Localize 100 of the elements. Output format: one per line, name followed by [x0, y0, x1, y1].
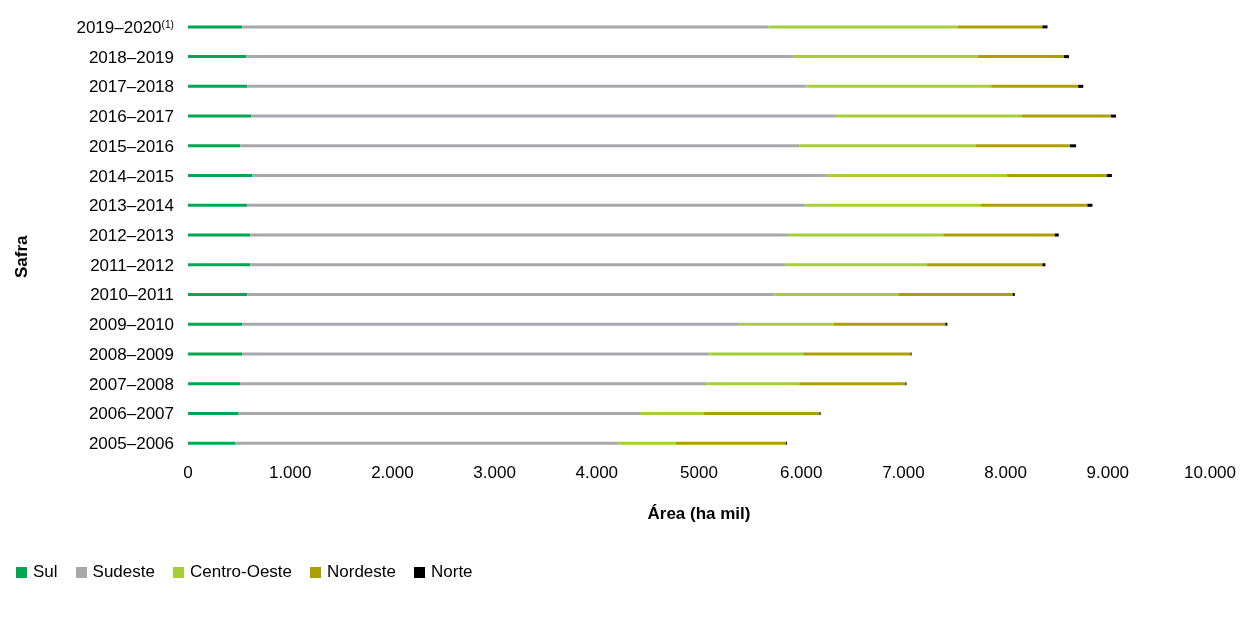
bar — [188, 411, 239, 415]
x-tick-label: 1.000 — [268, 463, 312, 483]
y-tick-label: 2005–2006 — [88, 434, 174, 454]
bar — [188, 25, 243, 29]
bar — [1106, 174, 1112, 178]
bar — [250, 233, 788, 237]
y-tick-label: 2013–2014 — [88, 196, 174, 216]
x-tick-label: 6.000 — [779, 463, 823, 483]
bar — [235, 441, 619, 445]
bar — [247, 84, 807, 88]
bar — [1087, 203, 1093, 207]
x-tick-label: 2.000 — [371, 463, 414, 483]
bar — [247, 203, 806, 207]
bar — [188, 233, 251, 237]
x-tick-label: 0 — [183, 463, 193, 483]
bar — [240, 382, 707, 386]
bar — [1078, 84, 1084, 88]
bar — [774, 292, 899, 296]
legend-label: Centro-Oeste — [188, 562, 293, 582]
bar — [188, 352, 243, 356]
legend-label: Norte — [430, 562, 473, 582]
bar — [806, 84, 992, 88]
bar — [618, 441, 676, 445]
bar — [188, 84, 248, 88]
y-axis-title: Safra — [12, 235, 31, 278]
x-tick-label: 5000 — [680, 463, 718, 483]
y-tick-label: 2008–2009 — [88, 344, 174, 364]
y-tick-label: 2011–2012 — [90, 255, 174, 275]
y-tick-label: 2015–2016 — [88, 136, 174, 156]
bar — [943, 233, 1055, 237]
x-tick-label: 8.000 — [984, 463, 1027, 483]
bar — [188, 382, 241, 386]
bar — [978, 55, 1064, 59]
bar — [799, 144, 976, 148]
bar — [833, 322, 946, 326]
bar — [1063, 55, 1069, 59]
bar — [805, 203, 982, 207]
y-tick-label: 2007–2008 — [88, 374, 174, 394]
bar — [252, 174, 827, 178]
bar — [835, 114, 1022, 118]
y-tick-label: 2012–2013 — [88, 226, 174, 245]
bar — [926, 263, 1043, 267]
bar — [246, 55, 795, 59]
bar — [242, 322, 738, 326]
x-tick-label: 3.000 — [473, 463, 516, 483]
bar — [981, 203, 1088, 207]
x-tick-label: 7.000 — [882, 463, 925, 483]
bar — [1054, 233, 1059, 237]
bar — [1021, 114, 1111, 118]
x-axis-title: Área (ha mil) — [646, 504, 752, 524]
bar — [1042, 263, 1046, 267]
legend-label: Sudeste — [91, 562, 155, 582]
x-tick-label: 10.000 — [1184, 463, 1236, 483]
bar — [1012, 292, 1015, 296]
legend-label: Nordeste — [326, 562, 396, 582]
bar — [238, 411, 641, 415]
bar — [803, 352, 911, 356]
bar — [794, 55, 979, 59]
bar — [1110, 114, 1116, 118]
bar — [640, 411, 705, 415]
bar — [242, 352, 710, 356]
bar — [704, 411, 820, 415]
x-tick-label: 9.000 — [1086, 463, 1130, 483]
bar — [188, 441, 236, 445]
bar — [247, 292, 775, 296]
legend-label: Sul — [32, 562, 58, 582]
bar — [188, 144, 241, 148]
bar — [991, 84, 1079, 88]
bar — [675, 441, 786, 445]
y-tick-label: 2017–2018 — [88, 77, 174, 97]
y-tick-label: 2014–2015 — [88, 166, 174, 186]
bar — [188, 292, 248, 296]
bar — [188, 263, 251, 267]
bar — [957, 25, 1043, 29]
bar — [945, 322, 948, 326]
bar — [975, 144, 1070, 148]
y-tick-label: 2006–2007 — [88, 404, 174, 424]
bar — [898, 292, 1013, 296]
y-tick-label: 2018–2019 — [88, 47, 174, 67]
bar — [240, 144, 800, 148]
bar — [826, 174, 1007, 178]
bar — [787, 233, 944, 237]
bar — [799, 382, 906, 386]
bar — [709, 352, 804, 356]
bar — [785, 263, 927, 267]
bar — [188, 114, 252, 118]
bar — [737, 322, 834, 326]
bar — [768, 25, 958, 29]
bar — [251, 114, 836, 118]
bar — [250, 263, 786, 267]
bar — [706, 382, 800, 386]
bar — [1042, 25, 1048, 29]
y-tick-label: 2016–2017 — [88, 107, 174, 127]
y-tick-label: 2009–2010 — [88, 315, 174, 335]
bar — [1006, 174, 1107, 178]
x-tick-label: 4.000 — [575, 463, 619, 483]
bar — [188, 322, 243, 326]
bar — [188, 203, 248, 207]
bar — [242, 25, 769, 29]
y-tick-label: 2019–2020$^{(1)}$ — [76, 17, 174, 37]
